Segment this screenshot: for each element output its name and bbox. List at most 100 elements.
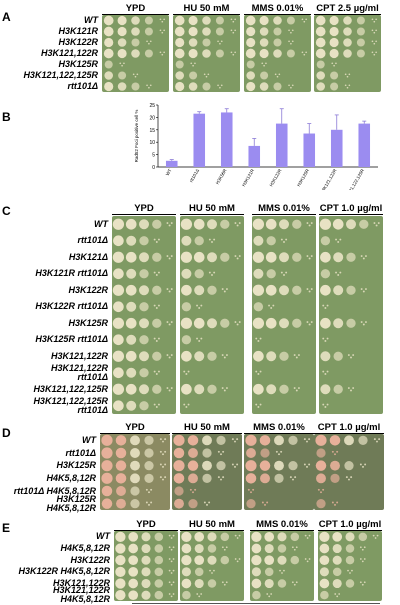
colony-spot (270, 593, 273, 595)
colony-spot (290, 555, 300, 565)
colony-spot (207, 544, 217, 553)
colony-spot (260, 71, 269, 80)
colony-spot (232, 20, 235, 23)
colony-spot (152, 351, 162, 361)
colony-spot (115, 566, 126, 577)
colony-spot (266, 269, 276, 279)
colony-spot (339, 271, 342, 274)
colony-spot (181, 567, 191, 577)
x-tick-label: H3K121,122,125R (342, 167, 365, 190)
colony-spot (130, 499, 140, 509)
colony-spot (253, 302, 264, 312)
colony-spot (259, 460, 271, 471)
colony-spot (246, 60, 255, 69)
colony-spot (115, 447, 127, 459)
colony-spot (130, 435, 140, 446)
colony-spot (139, 269, 149, 279)
y-tick-label: 5 (152, 153, 155, 159)
colony-spot (181, 335, 192, 345)
colony-spot (292, 219, 302, 229)
colony-spot (155, 240, 158, 243)
colony-spot (333, 351, 343, 361)
strain-label: H3K125R rtt101Δ (35, 334, 108, 345)
colony-spot (196, 337, 199, 340)
colony-spot (316, 473, 326, 484)
colony-spot (236, 560, 239, 563)
colony-spot (194, 555, 205, 566)
colony-spot (306, 288, 309, 291)
colony-spot (259, 27, 269, 36)
condition-label: MMS 0.01% (258, 203, 310, 214)
colony-spot (371, 51, 374, 54)
colony-spot (207, 73, 210, 76)
x-tick-label: H3K121R (241, 167, 255, 187)
condition-label: HU 50 mM (189, 519, 235, 530)
strain-label: H3K121,122R (50, 362, 108, 373)
colony-spot (207, 555, 217, 565)
colony-spot (207, 532, 217, 542)
colony-spot (139, 384, 149, 395)
colony-spot (274, 73, 277, 76)
y-tick-label: 15 (149, 128, 155, 134)
colony-spot (115, 590, 126, 601)
x-tick-label: rtt101Δ (189, 168, 201, 183)
colony-spot (293, 583, 296, 586)
colony-spot (139, 368, 149, 378)
colony-spot (345, 579, 355, 588)
condition-label: YPD (136, 519, 156, 530)
colony-spot (335, 271, 338, 274)
condition-label: YPD (125, 3, 146, 14)
colony-spot (148, 491, 150, 494)
colony-spot (194, 543, 204, 554)
colony-spot (338, 593, 341, 595)
colony-spot (115, 473, 127, 484)
colony-spot (128, 566, 139, 577)
colony-spot (322, 403, 325, 406)
colony-spot (322, 337, 325, 340)
colony-spot (154, 555, 164, 565)
y-tick-label: 25 (149, 103, 155, 109)
colony-spot (362, 323, 365, 326)
colony-spot (207, 579, 217, 588)
colony-spot (319, 543, 330, 554)
bottom-rule (132, 603, 380, 604)
colony-spot (359, 546, 362, 549)
colony-spot (301, 51, 304, 54)
strain-label: rtt101Δ (65, 447, 96, 458)
colony-spot (202, 49, 211, 58)
colony-spot (141, 590, 151, 600)
colony-spot (113, 400, 124, 412)
colony-spot (245, 434, 257, 446)
colony-spot (245, 15, 256, 26)
colony-spot (215, 16, 224, 25)
colony-spot (274, 473, 284, 483)
colony-spot (260, 448, 270, 458)
colony-spot (308, 290, 311, 293)
colony-spot (152, 318, 162, 328)
colony-spot (291, 29, 294, 32)
colony-spot (246, 37, 256, 48)
condition-label: HU 50 mM (184, 422, 230, 433)
colony-spot (128, 578, 139, 589)
colony-spot (332, 578, 342, 589)
colony-spot (234, 51, 236, 54)
colony-spot (220, 478, 222, 481)
agar-plate (319, 216, 383, 414)
colony-spot (209, 569, 211, 572)
colony-spot (221, 387, 224, 390)
colony-spot (196, 593, 199, 595)
colony-spot (163, 18, 165, 21)
colony-spot (280, 271, 283, 274)
strain-label: H4K5,8,12R (46, 502, 96, 513)
colony-spot (130, 460, 140, 471)
colony-spot (168, 581, 171, 584)
colony-spot (155, 372, 158, 375)
colony-spot (291, 84, 294, 87)
colony-spot (332, 218, 344, 230)
colony-spot (188, 15, 198, 26)
colony-spot (251, 543, 262, 554)
colony-spot (154, 544, 164, 553)
colony-spot (293, 387, 296, 390)
colony-spot (310, 255, 313, 258)
colony-spot (251, 567, 261, 577)
